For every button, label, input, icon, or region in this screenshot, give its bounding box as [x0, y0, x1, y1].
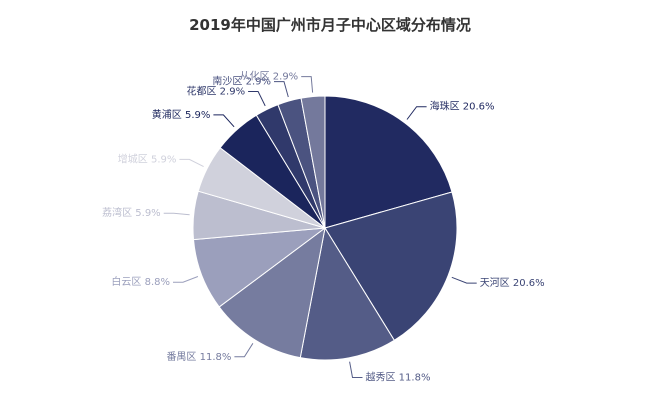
- slice-label-7: 增城区 5.9%: [118, 152, 177, 165]
- pie-slices: [192, 95, 458, 361]
- leader-line-3: [349, 361, 363, 378]
- slice-label-8: 黄浦区 5.9%: [152, 108, 211, 121]
- leader-line-5: [173, 276, 199, 283]
- leader-line-7: [179, 158, 204, 168]
- leader-line-10: [274, 81, 289, 98]
- leader-line-6: [163, 212, 190, 216]
- slice-label-1: 海珠区 20.6%: [430, 100, 495, 113]
- pie-leader-lines: [163, 76, 477, 378]
- leader-line-8: [213, 114, 235, 128]
- leader-line-4: [234, 343, 254, 358]
- pie-slice-1: [324, 95, 453, 229]
- slice-label-5: 白云区 8.8%: [111, 275, 170, 288]
- leader-line-9: [248, 91, 266, 107]
- slice-label-11: 从化区 2.9%: [240, 70, 299, 83]
- pie-labels: 海珠区 20.6% 天河区 20.6% 越秀区 11.8% 番禺区 11.8% 白云区 …: [102, 70, 545, 384]
- leader-line-11: [301, 76, 314, 93]
- slice-label-2: 天河区 20.6%: [480, 277, 545, 289]
- slice-label-3: 越秀区 11.8%: [366, 371, 431, 384]
- slice-label-9: 花都区 2.9%: [187, 85, 246, 98]
- leader-line-1: [406, 106, 427, 120]
- pie-slice-11: [300, 95, 326, 229]
- slice-label-10: 南沙区 2.9%: [212, 75, 271, 88]
- leader-line-2: [451, 276, 477, 284]
- pie-slice-3: [299, 226, 396, 361]
- slice-label-4: 番禺区 11.8%: [166, 351, 231, 363]
- chart-title: 2019年中国广州市月子中心区域分布情况: [189, 16, 471, 34]
- pie-slice-2: [324, 191, 458, 342]
- pie-slice-4: [218, 226, 326, 359]
- slice-label-6: 荔湾区 5.9%: [102, 206, 161, 219]
